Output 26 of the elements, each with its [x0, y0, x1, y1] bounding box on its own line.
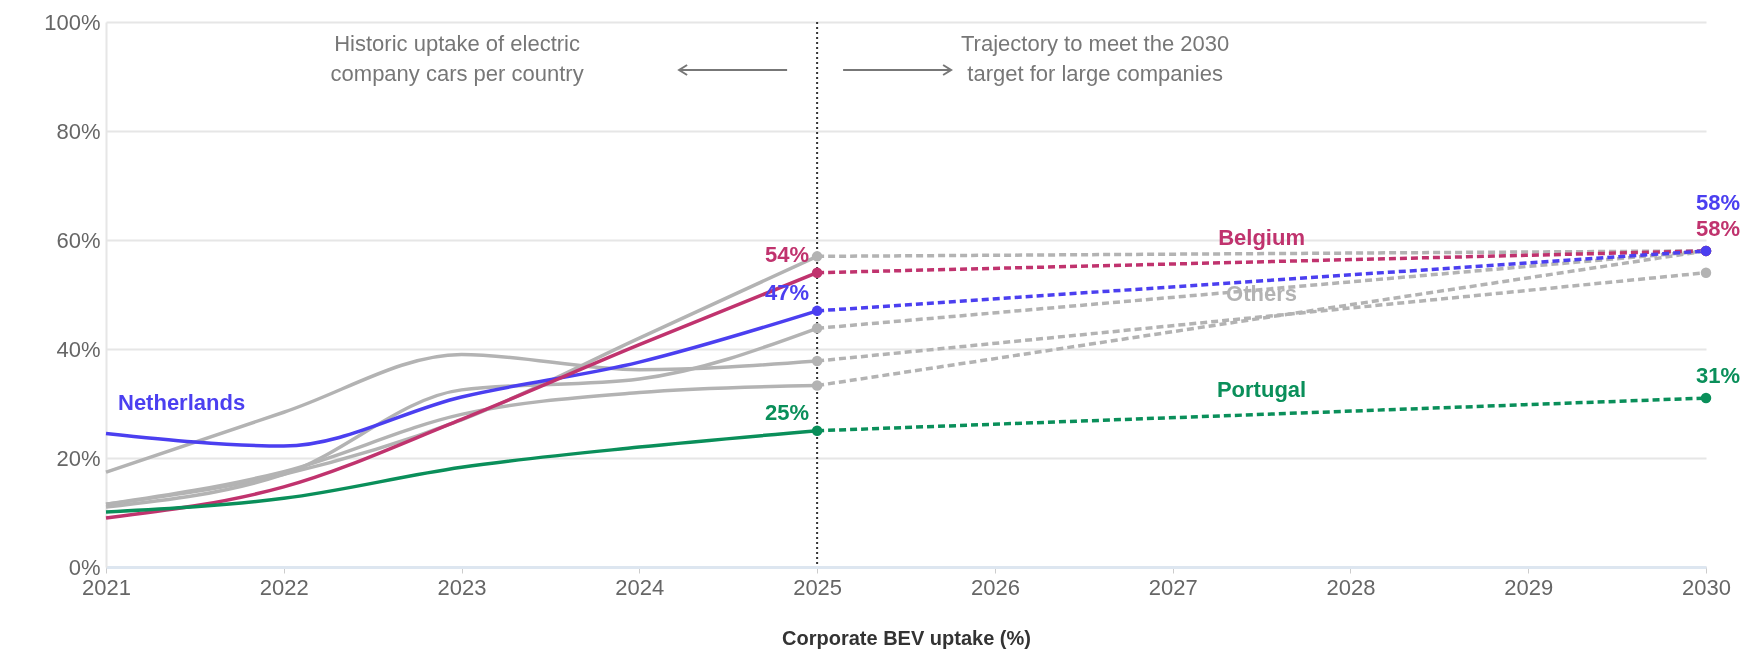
data-label: 54%: [765, 241, 810, 267]
data-label: 31%: [1695, 363, 1740, 389]
x-tick-label: 2024: [615, 574, 665, 600]
series-label: Portugal: [1216, 377, 1307, 403]
x-tick-label: 2028: [1326, 574, 1376, 600]
x-tick-label: 2027: [1148, 574, 1198, 600]
series-label: Belgium: [1218, 224, 1305, 250]
x-tick-label: 2025: [793, 574, 843, 600]
annotation: Trajectory to meet the 2030 target for large companies: [961, 31, 1230, 86]
series-label: Netherlands: [118, 390, 246, 416]
y-tick-label: 60%: [56, 227, 101, 253]
x-tick-label: 2022: [259, 574, 309, 600]
y-tick-label: 100%: [44, 9, 101, 35]
data-label: 58%: [1695, 189, 1740, 215]
data-label: 25%: [765, 399, 810, 425]
data-label: 47%: [765, 279, 810, 305]
x-tick-label: 2026: [970, 574, 1020, 600]
y-tick-label: 20%: [56, 445, 101, 471]
annotation: Historic uptake of electric company cars per country: [330, 31, 584, 86]
y-tick-label: 80%: [56, 118, 101, 144]
x-tick-label: 2023: [437, 574, 487, 600]
x-tick-label: 2030: [1682, 574, 1731, 600]
x-axis-title: Corporate BEV uptake (%): [782, 626, 1031, 649]
x-tick-label: 2029: [1504, 574, 1554, 600]
y-tick-label: 40%: [56, 336, 101, 362]
data-label: 58%: [1695, 215, 1740, 241]
